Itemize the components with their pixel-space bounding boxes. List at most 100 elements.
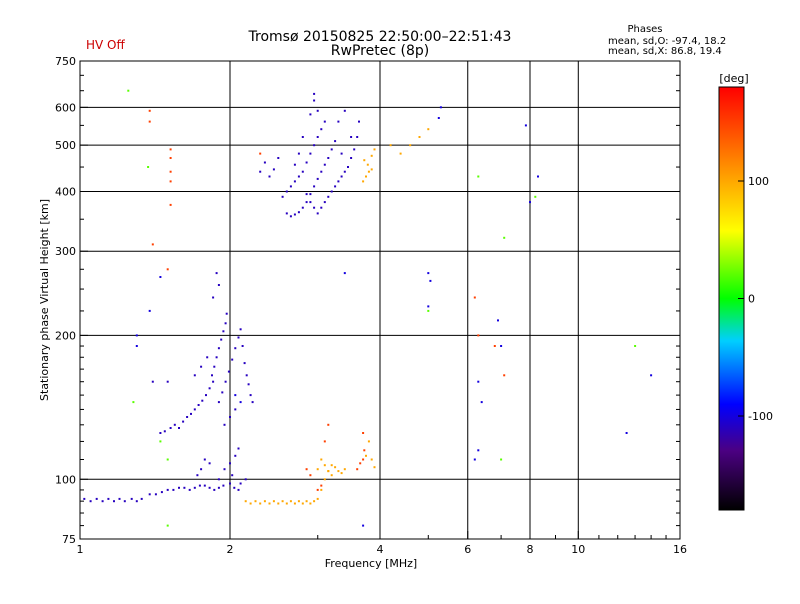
colorbar-tick-label: 0 [748,293,755,306]
data-point [493,345,496,347]
data-point [159,276,162,278]
data-point [373,466,376,469]
data-point [245,374,248,377]
data-point [350,157,353,159]
data-point [301,170,304,173]
data-point [188,488,191,491]
data-point [127,89,130,92]
data-point [197,404,200,406]
data-point [222,330,225,333]
data-point [200,468,203,471]
data-point [148,309,151,312]
phase-stats-o: mean, sd,O: -97.4, 18.2 [608,36,726,47]
x-axis-label: Frequency [MHz] [325,557,417,570]
data-point [172,488,175,491]
data-point [223,468,226,471]
y-tick-label: 500 [55,139,76,152]
data-point [135,334,138,337]
data-point [418,136,421,138]
data-point [123,500,126,503]
data-point [169,427,172,429]
x-axis-ticks: 1 2 4 6 8 10 16 [77,531,687,556]
data-point [529,201,531,204]
data-point [330,190,333,193]
data-point [327,195,330,198]
data-point [166,524,169,527]
data-point [427,309,430,312]
data-point [169,170,172,173]
data-point [497,319,499,322]
data-point [362,180,365,183]
data-point [289,500,292,503]
data-point [169,180,172,183]
data-point [334,185,337,188]
data-point [500,458,503,461]
data-point [320,458,323,461]
data-point [293,180,296,183]
data-point [316,212,319,215]
colorbar-ticks: 100 0 -100 [738,175,773,423]
y-tick-label: 75 [62,533,76,546]
data-point [237,447,240,450]
data-point [305,193,308,196]
data-point [285,190,288,193]
data-point [309,502,312,505]
data-point [313,206,316,209]
data-point [362,458,365,461]
data-point [316,136,319,138]
data-point [154,493,157,496]
data-point [427,305,430,308]
y-axis-ticks: 75 100 200 300 400 500 600 750 [55,55,680,546]
data-point [309,474,312,477]
data-point [366,163,369,166]
data-point [169,157,172,159]
phase-stats-x: mean, sd,X: 86.8, 19.4 [608,46,722,57]
data-point [213,488,216,491]
data-point [244,478,247,481]
data-point [503,374,506,377]
data-point [305,468,308,471]
data-point [223,423,226,426]
data-point [320,128,323,131]
data-point [343,468,346,471]
data-point [166,268,169,271]
data-point [147,166,150,168]
data-point [277,502,280,505]
data-point [178,427,180,429]
data-point [239,401,242,404]
x-tick-label: 8 [527,543,534,556]
data-point [244,500,247,503]
data-point [337,470,340,473]
data-point [281,195,284,198]
data-point [239,328,242,331]
data-point [231,474,234,477]
data-point [367,440,370,443]
data-point [323,163,326,166]
data-point [363,159,366,162]
data-point [337,180,340,183]
grid-lines [80,61,680,539]
data-point [196,474,199,477]
data-point [305,161,308,164]
data-point [309,152,312,155]
data-point [427,272,430,275]
data-point [193,408,196,411]
data-point [163,430,166,433]
data-point [313,99,316,102]
data-point [437,117,440,119]
data-point [477,449,480,452]
data-point [297,175,300,178]
data-point [190,412,192,415]
data-point [272,500,275,503]
data-point [169,148,172,151]
data-point [166,458,169,461]
data-point [107,497,110,500]
data-point [309,193,312,196]
data-point [320,484,323,487]
data-point [340,175,343,178]
data-point [208,486,211,489]
data-point [130,497,133,500]
data-point [222,484,225,487]
data-point [135,345,138,347]
data-point [249,394,252,397]
